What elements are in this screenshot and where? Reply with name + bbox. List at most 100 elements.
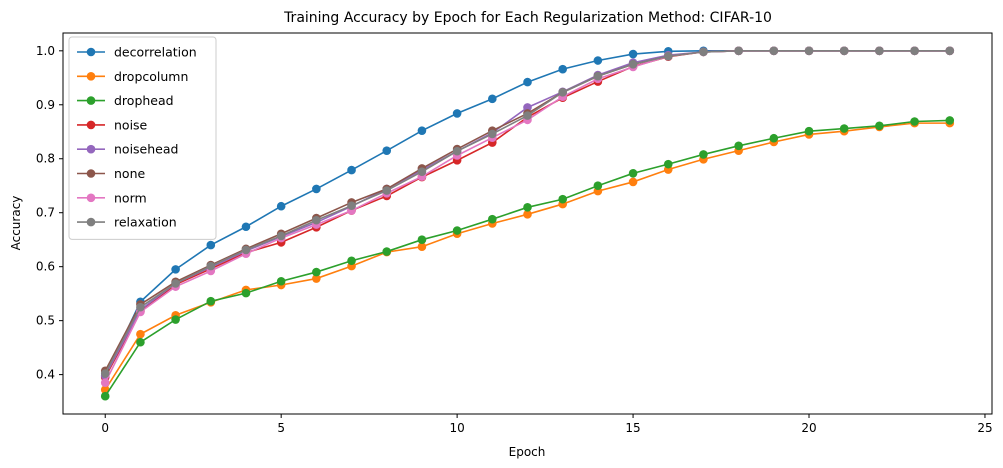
legend-label: relaxation <box>114 215 177 230</box>
data-point-relaxation <box>136 302 145 312</box>
y-tick-label: 0.8 <box>36 152 55 166</box>
data-point-relaxation <box>171 279 180 288</box>
data-point-drophead <box>769 133 779 143</box>
data-point-dropcolumn <box>417 242 427 252</box>
legend-item-drophead: drophead <box>77 93 174 108</box>
data-point-relaxation <box>593 71 603 81</box>
data-point-decorrelation <box>452 109 462 118</box>
legend-marker <box>86 47 96 57</box>
series-drophead <box>100 116 955 401</box>
data-point-relaxation <box>628 60 638 69</box>
data-point-drophead <box>276 276 286 286</box>
legend-label: dropcolumn <box>114 69 188 84</box>
legend-label: none <box>114 166 145 181</box>
data-point-drophead <box>910 117 919 126</box>
data-point-decorrelation <box>206 240 216 250</box>
data-point-drophead <box>523 203 532 212</box>
x-tick-label: 0 <box>101 421 109 435</box>
data-point-relaxation <box>699 47 708 57</box>
legend: decorrelation dropcolumn drophead noise nois… <box>68 36 217 240</box>
data-point-drophead <box>628 169 638 178</box>
data-point-relaxation <box>312 215 321 225</box>
data-point-relaxation <box>241 245 251 255</box>
legend-marker <box>86 96 96 105</box>
legend-marker <box>86 144 96 154</box>
data-point-relaxation <box>875 46 884 56</box>
data-point-norm <box>100 378 110 388</box>
data-point-relaxation <box>382 186 392 195</box>
y-tick-label: 0.6 <box>36 260 55 274</box>
data-point-relaxation <box>452 146 462 156</box>
data-point-relaxation <box>100 369 110 378</box>
legend-label: decorrelation <box>114 45 197 60</box>
data-point-dropcolumn <box>136 329 145 339</box>
y-tick-label: 1.0 <box>36 44 55 58</box>
y-tick-label: 0.7 <box>36 206 55 220</box>
data-point-drophead <box>875 121 884 131</box>
data-point-decorrelation <box>276 201 286 211</box>
data-point-relaxation <box>663 51 673 61</box>
data-point-relaxation <box>417 167 427 176</box>
legend-label: noisehead <box>114 142 178 157</box>
data-point-decorrelation <box>347 165 356 175</box>
legend-label: norm <box>114 190 147 205</box>
data-point-relaxation <box>558 88 567 97</box>
legend-item-noise: noise <box>77 117 148 132</box>
data-point-decorrelation <box>312 184 321 194</box>
data-point-decorrelation <box>171 265 180 274</box>
legend-marker <box>86 169 96 178</box>
data-point-drophead <box>558 194 567 204</box>
legend-item-relaxation: relaxation <box>77 215 177 230</box>
legend-label: drophead <box>114 93 174 108</box>
chart-title: Training Accuracy by Epoch for Each Regu… <box>283 10 772 26</box>
data-point-drophead <box>699 150 708 159</box>
data-point-drophead <box>382 247 392 256</box>
legend-marker <box>86 120 96 130</box>
x-tick-label: 10 <box>449 421 464 435</box>
data-point-relaxation <box>839 46 849 56</box>
data-point-drophead <box>136 337 145 347</box>
data-point-decorrelation <box>417 126 427 135</box>
series-relaxation <box>100 46 955 378</box>
legend-item-decorrelation: decorrelation <box>77 45 197 60</box>
data-point-drophead <box>171 315 180 324</box>
data-point-relaxation <box>276 231 286 241</box>
y-tick-label: 0.5 <box>36 314 55 328</box>
data-point-drophead <box>945 116 955 125</box>
legend-item-none: none <box>77 166 145 181</box>
data-point-relaxation <box>347 201 356 210</box>
data-point-relaxation <box>523 111 532 120</box>
data-point-drophead <box>241 288 251 298</box>
x-tick-label: 25 <box>977 421 992 435</box>
legend-item-norm: norm <box>77 190 147 205</box>
data-point-noisehead <box>523 103 532 112</box>
y-axis: 0.4 0.5 0.6 0.7 0.8 0.9 1.0 <box>36 44 63 382</box>
data-point-dropcolumn <box>312 274 321 283</box>
series-layer <box>100 46 955 401</box>
legend-label: noise <box>114 117 148 132</box>
data-point-drophead <box>312 267 321 277</box>
data-point-relaxation <box>945 46 955 56</box>
data-point-drophead <box>100 391 110 401</box>
legend-item-noisehead: noisehead <box>77 142 178 157</box>
x-tick-label: 5 <box>277 421 285 435</box>
legend-box <box>68 36 217 240</box>
x-axis: 0 5 10 15 20 25 <box>101 414 993 435</box>
data-point-decorrelation <box>628 49 638 59</box>
data-point-decorrelation <box>523 77 532 87</box>
data-point-decorrelation <box>593 56 603 65</box>
data-point-drophead <box>488 214 497 224</box>
data-point-relaxation <box>488 129 497 139</box>
data-point-relaxation <box>769 46 779 56</box>
data-point-dropcolumn <box>523 210 532 219</box>
data-point-decorrelation <box>241 222 251 232</box>
data-point-dropcolumn <box>628 177 638 187</box>
y-tick-label: 0.4 <box>36 368 55 382</box>
legend-item-dropcolumn: dropcolumn <box>77 69 188 84</box>
data-point-relaxation <box>206 261 216 271</box>
legend-marker <box>86 193 96 203</box>
data-point-decorrelation <box>558 64 567 74</box>
data-point-drophead <box>593 181 603 191</box>
y-axis-label: Accuracy <box>9 196 23 251</box>
data-point-relaxation <box>804 46 814 56</box>
